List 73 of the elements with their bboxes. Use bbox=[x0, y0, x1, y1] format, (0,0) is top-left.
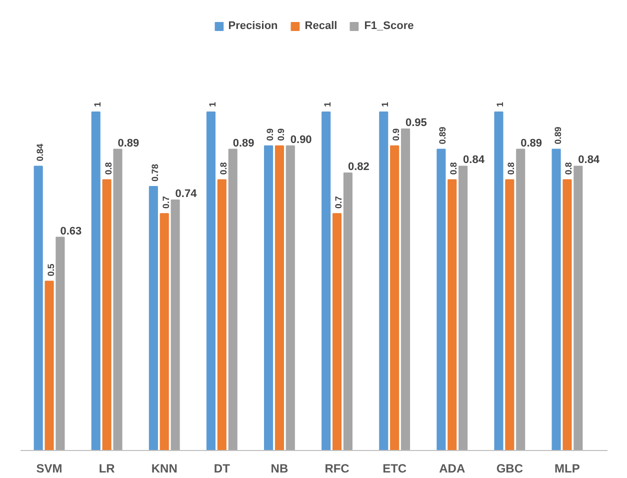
bar bbox=[274, 145, 284, 450]
data-label: 1 bbox=[380, 102, 390, 108]
legend-label: Recall bbox=[304, 20, 338, 32]
data-label: 0.8 bbox=[564, 162, 574, 175]
bar bbox=[44, 280, 54, 450]
bar bbox=[217, 179, 226, 450]
legend-label: Precision bbox=[228, 20, 278, 32]
bar bbox=[322, 112, 331, 450]
bar bbox=[170, 200, 180, 450]
data-label: 0.84 bbox=[34, 144, 45, 162]
x-tick-label: GBC bbox=[496, 462, 524, 476]
data-label: 0.84 bbox=[463, 154, 486, 166]
data-label: 0.8 bbox=[218, 162, 228, 175]
data-label: 0.90 bbox=[290, 134, 312, 146]
bar bbox=[379, 112, 388, 450]
x-tick-label: SVM bbox=[36, 462, 62, 476]
bar bbox=[494, 112, 504, 450]
bar bbox=[390, 145, 400, 450]
data-label: 0.9 bbox=[265, 128, 276, 141]
bar bbox=[56, 236, 65, 450]
data-label: 0.5 bbox=[46, 264, 56, 276]
bar bbox=[400, 128, 410, 450]
data-label: 0.89 bbox=[232, 137, 254, 150]
bar bbox=[34, 166, 43, 450]
data-label: 0.89 bbox=[118, 137, 140, 150]
x-tick-label: LR bbox=[98, 462, 116, 476]
x-tick-label: MLP bbox=[554, 462, 580, 476]
x-tick-label: KNN bbox=[151, 462, 178, 476]
data-label: 0.7 bbox=[334, 196, 344, 209]
bar bbox=[206, 112, 216, 450]
bar bbox=[562, 179, 572, 450]
data-label: 1 bbox=[322, 102, 333, 108]
bar bbox=[286, 145, 295, 450]
data-label: 0.89 bbox=[552, 126, 563, 144]
data-label: 0.8 bbox=[448, 162, 459, 175]
bar bbox=[332, 213, 342, 450]
data-label: 0.8 bbox=[506, 162, 516, 175]
x-tick-label: DT bbox=[214, 462, 231, 476]
data-label: 0.74 bbox=[175, 188, 198, 200]
bar bbox=[552, 148, 561, 450]
data-label: 0.9 bbox=[391, 128, 402, 141]
x-tick-label: RFC bbox=[324, 462, 350, 476]
bar bbox=[458, 166, 468, 450]
x-tick-label: NB bbox=[270, 462, 288, 476]
bar bbox=[160, 213, 169, 450]
legend-label: F1_Score bbox=[364, 20, 414, 32]
bar bbox=[148, 186, 158, 450]
x-tick-label: ADA bbox=[439, 462, 466, 476]
data-label: 0.9 bbox=[276, 128, 286, 141]
bar bbox=[436, 148, 446, 450]
data-label: 0.84 bbox=[578, 154, 600, 166]
bar bbox=[91, 112, 100, 450]
data-label: 1 bbox=[207, 102, 218, 108]
bar bbox=[505, 179, 514, 450]
bar bbox=[343, 172, 352, 450]
bar bbox=[264, 145, 274, 450]
data-label: 0.78 bbox=[150, 164, 160, 182]
data-label: 0.7 bbox=[160, 196, 171, 209]
bar bbox=[516, 148, 526, 450]
bar bbox=[228, 148, 238, 450]
bar bbox=[574, 166, 583, 450]
data-label: 0.82 bbox=[348, 160, 370, 173]
bar bbox=[448, 179, 457, 450]
data-label: 1 bbox=[495, 102, 506, 108]
data-label: 0.89 bbox=[438, 126, 448, 144]
data-label: 0.63 bbox=[60, 225, 82, 238]
bar bbox=[102, 179, 112, 450]
data-label: 0.89 bbox=[520, 137, 542, 150]
data-label: 0.95 bbox=[406, 116, 427, 129]
x-tick-label: ETC bbox=[382, 462, 407, 476]
data-label: 0.8 bbox=[103, 162, 114, 175]
bar bbox=[113, 148, 122, 450]
data-label: 1 bbox=[92, 102, 102, 108]
